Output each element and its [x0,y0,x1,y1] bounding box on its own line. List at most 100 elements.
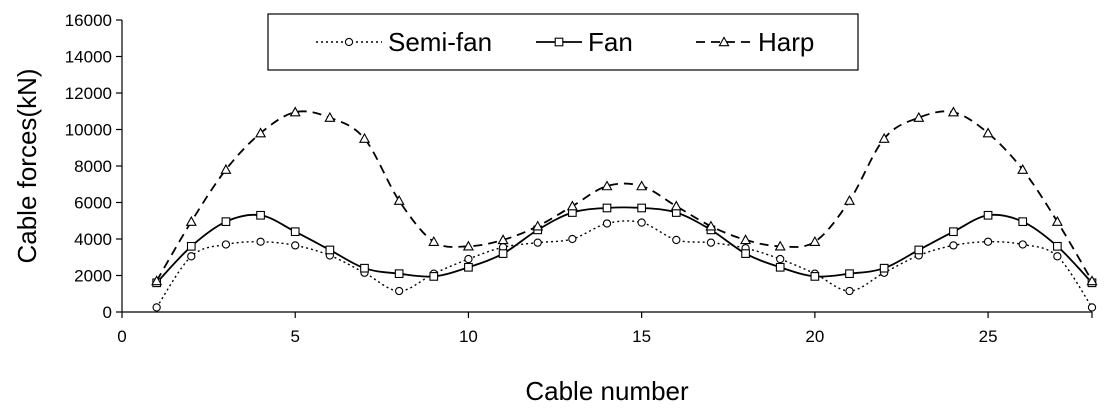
data-point [256,210,265,220]
legend-entry: Harp [696,27,814,57]
data-point [602,219,612,228]
series-line [156,220,1093,308]
data-point [776,254,785,264]
legend-entry: Semi-fan [316,27,492,57]
data-point [187,252,196,261]
x-tick-label: 20 [805,327,824,346]
x-tick-label: 10 [459,327,478,346]
data-point [983,210,993,220]
x-tick-label: 0 [117,327,126,346]
data-point [845,269,854,279]
data-point [706,238,716,247]
y-tick-label: 0 [103,303,112,322]
y-tick-label: 4000 [74,230,112,249]
series-fan [152,203,1097,288]
data-point [255,127,267,138]
data-point [775,262,785,272]
data-point [533,238,542,247]
data-point [566,200,578,211]
data-point [949,241,958,250]
data-point [152,303,161,312]
data-point [1017,163,1029,174]
axes: 0 2000 4000 6000 8000 10000 12000 14000 16000 0 5… [65,11,1093,346]
legend-entry: Fan [536,27,633,57]
data-point [914,245,924,255]
y-tick-label: 8000 [74,157,112,176]
y-tick-label: 2000 [74,267,112,286]
data-point [949,227,958,237]
data-point [532,220,544,231]
data-point [741,249,750,258]
x-tick-label: 25 [979,327,998,346]
data-point [256,237,265,246]
y-tick-label: 12000 [65,84,112,103]
data-point [464,254,473,264]
data-point [151,275,163,286]
data-point [601,180,613,191]
data-point [1018,240,1027,249]
series-harp [151,106,1098,286]
data-point [982,127,994,138]
data-point [774,240,786,251]
legend-label: Fan [588,27,633,57]
data-point [1018,217,1028,227]
data-point [1053,241,1062,251]
data-point [464,262,473,272]
x-axis-ticks: 0 5 10 15 20 25 [117,312,1093,346]
x-axis-title: Cable number [525,376,689,406]
data-point [462,240,474,251]
legend-marker [554,37,564,47]
data-point [947,106,959,117]
data-point [810,272,820,281]
y-tick-label: 10000 [65,121,112,140]
data-point [393,194,405,205]
data-point [1053,252,1062,261]
data-point [672,235,681,245]
legend-marker [344,37,354,47]
legend-label: Harp [758,27,814,57]
legend-marker [718,36,730,47]
data-point [878,132,890,143]
data-point [497,234,509,245]
data-point [428,236,440,246]
data-point [185,215,197,226]
data-point [429,272,439,281]
data-point [637,218,646,227]
data-point [670,200,682,211]
data-point [394,286,404,296]
data-point [740,234,752,245]
y-tick-label: 6000 [74,194,112,213]
data-point [221,217,231,227]
y-tick-label: 16000 [65,11,112,30]
data-point [291,241,300,250]
data-point [360,263,369,273]
data-point [843,194,856,205]
data-point [324,111,336,122]
y-axis-ticks: 0 2000 4000 6000 8000 10000 12000 14000 16000 [65,11,122,322]
series-layer [151,106,1098,312]
y-tick-label: 14000 [65,48,112,67]
legend: Semi-fan Fan Harp [267,13,859,71]
data-point [602,203,612,213]
data-point [1086,275,1098,286]
data-point [637,203,646,213]
data-point [1051,215,1063,226]
data-point [879,263,889,273]
data-point [913,111,925,122]
data-point [1087,303,1097,312]
data-point [186,241,196,251]
x-tick-label: 5 [290,327,299,346]
series-line [155,206,1093,284]
data-point [358,132,371,143]
data-point [289,106,301,117]
data-point [636,180,648,191]
data-point [845,286,854,296]
data-point [221,240,231,249]
data-point [568,234,577,244]
data-point [705,220,717,231]
data-point [809,236,821,246]
series-line [155,110,1093,282]
data-point [983,237,993,246]
